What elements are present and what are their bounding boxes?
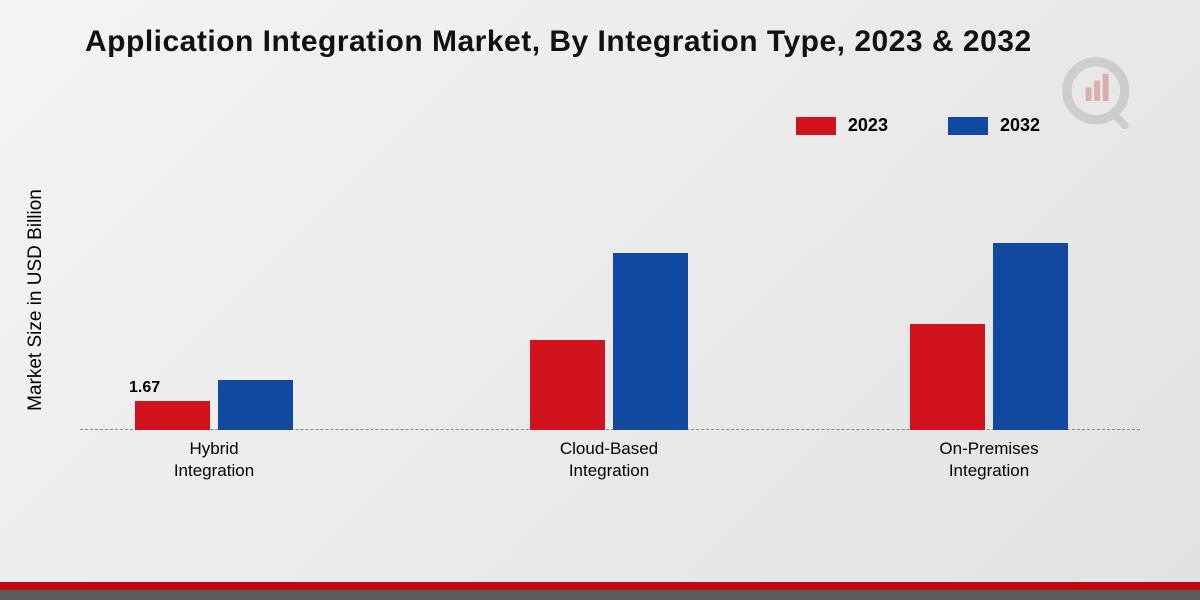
category-label-onprem: On-Premises Integration [939,438,1038,482]
legend-item-2032: 2032 [948,115,1040,136]
category-label-line1: Hybrid [189,439,238,458]
category-label-hybrid: Hybrid Integration [174,438,254,482]
bar-2023 [910,324,985,430]
legend-label: 2023 [848,115,888,136]
category-label-line2: Integration [174,461,254,480]
category-label-cloud: Cloud-Based Integration [560,438,658,482]
bar-2023 [530,340,605,430]
legend-label: 2032 [1000,115,1040,136]
legend-item-2023: 2023 [796,115,888,136]
footer-grey-stripe [0,590,1200,600]
footer-red-stripe [0,582,1200,590]
category-label-line2: Integration [569,461,649,480]
bar-group-hybrid: 1.67 [135,380,293,430]
watermark-logo-icon [1055,50,1140,135]
chart-title: Application Integration Market, By Integ… [85,25,1032,59]
bar-group-cloud [530,253,688,430]
bar-group-onprem [910,243,1068,430]
bar-2023 [135,401,210,430]
legend-swatch-icon [948,117,988,135]
legend-swatch-icon [796,117,836,135]
bar-2032 [218,380,293,430]
data-label: 1.67 [129,379,160,397]
category-label-line1: On-Premises [939,439,1038,458]
footer-accent-bar [0,582,1200,600]
category-label-line2: Integration [949,461,1029,480]
y-axis-label: Market Size in USD Billion [25,189,47,411]
chart-legend: 2023 2032 [796,115,1040,136]
category-label-line1: Cloud-Based [560,439,658,458]
bar-2032 [993,243,1068,430]
plot-area: 1.67 [80,170,1140,430]
bar-2032 [613,253,688,430]
